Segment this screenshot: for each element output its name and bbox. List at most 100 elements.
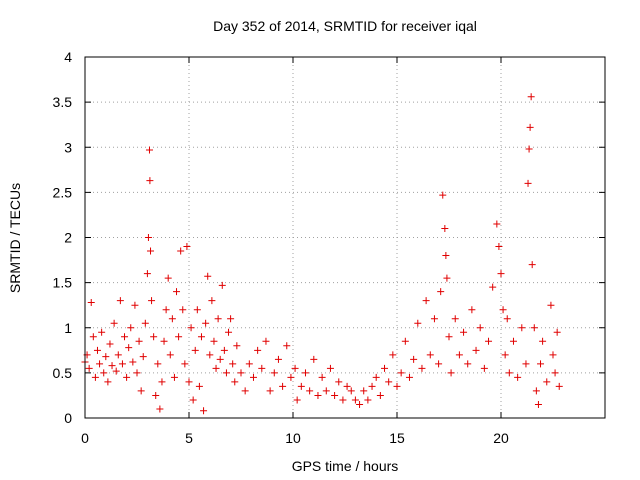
data-point: [258, 364, 266, 372]
data-point: [543, 378, 551, 386]
data-point: [472, 346, 480, 354]
data-point: [270, 369, 278, 377]
data-point: [210, 337, 218, 345]
data-point: [381, 364, 389, 372]
data-point: [200, 407, 208, 415]
data-point: [141, 319, 149, 327]
data-point: [112, 367, 120, 375]
data-point: [460, 328, 468, 336]
data-point: [476, 324, 484, 332]
data-point: [214, 315, 222, 323]
data-point: [435, 360, 443, 368]
data-point: [164, 274, 172, 282]
plot-frame: [84, 56, 606, 419]
data-point: [202, 319, 210, 327]
data-point: [187, 324, 195, 332]
data-point: [158, 378, 166, 386]
data-point: [274, 355, 282, 363]
data-point: [168, 315, 176, 323]
data-point: [310, 355, 318, 363]
data-point: [262, 337, 270, 345]
data-point: [526, 123, 534, 131]
data-point: [530, 324, 538, 332]
data-point: [528, 261, 536, 269]
data-point: [405, 373, 413, 381]
data-point: [154, 360, 162, 368]
data-point: [372, 373, 380, 381]
data-point: [129, 358, 137, 366]
data-point: [376, 391, 384, 399]
data-point: [553, 328, 561, 336]
data-point: [137, 387, 145, 395]
data-point: [493, 220, 501, 228]
y-tick-label: 0: [64, 410, 72, 426]
data-point: [503, 315, 511, 323]
data-point: [451, 315, 459, 323]
data-point: [314, 391, 322, 399]
data-point: [430, 315, 438, 323]
data-point: [98, 328, 106, 336]
x-axis-label: GPS time / hours: [292, 458, 399, 474]
data-point: [106, 340, 114, 348]
data-point: [227, 315, 235, 323]
data-point: [445, 333, 453, 341]
data-point: [335, 378, 343, 386]
data-point: [499, 306, 507, 314]
y-tick-label: 3: [64, 139, 72, 155]
data-point: [555, 382, 563, 390]
y-tick-label: 2: [64, 230, 72, 246]
data-point: [204, 272, 212, 280]
data-point: [249, 373, 257, 381]
data-point: [85, 364, 93, 372]
data-point: [93, 346, 101, 354]
data-point: [195, 382, 203, 390]
data-point: [410, 355, 418, 363]
data-point: [123, 373, 131, 381]
data-point: [514, 373, 522, 381]
data-point: [455, 351, 463, 359]
axis-ticks: 0 5 10 15 20 0 0.5 1 1.5 2 2.5 3 3.5 4: [53, 49, 605, 446]
data-point: [489, 283, 497, 291]
data-point: [145, 146, 153, 154]
data-point: [245, 360, 253, 368]
data-point: [306, 387, 314, 395]
data-point: [121, 333, 129, 341]
data-point: [343, 382, 351, 390]
data-point: [351, 396, 359, 404]
data-point: [505, 369, 513, 377]
data-point: [150, 333, 158, 341]
data-point: [152, 391, 160, 399]
y-tick-label: 2.5: [53, 184, 73, 200]
data-point: [229, 360, 237, 368]
data-point: [501, 351, 509, 359]
data-point: [443, 274, 451, 282]
data-point: [197, 333, 205, 341]
data-point: [266, 387, 274, 395]
data-point: [222, 369, 230, 377]
data-point: [206, 351, 214, 359]
data-point: [218, 281, 226, 289]
data-point: [146, 177, 154, 185]
chart-title: Day 352 of 2014, SRMTID for receiver iqa…: [213, 18, 477, 34]
data-point: [331, 391, 339, 399]
data-point: [237, 369, 245, 377]
x-tick-label: 0: [81, 430, 89, 446]
data-point: [539, 337, 547, 345]
data-point: [356, 400, 364, 408]
y-tick-label: 4: [64, 49, 72, 65]
data-point: [104, 378, 112, 386]
data-point: [532, 387, 540, 395]
data-point: [108, 362, 116, 370]
data-point: [525, 145, 533, 153]
data-points: [81, 93, 563, 415]
data-point: [125, 344, 133, 352]
data-point: [468, 306, 476, 314]
data-point: [100, 369, 108, 377]
data-point: [534, 400, 542, 408]
data-point: [524, 179, 532, 187]
data-point: [547, 301, 555, 309]
data-point: [360, 387, 368, 395]
data-point: [144, 234, 152, 241]
data-point: [537, 360, 545, 368]
